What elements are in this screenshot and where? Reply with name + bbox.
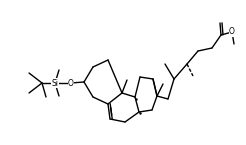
- Text: Si: Si: [51, 78, 59, 87]
- Text: O: O: [229, 28, 235, 37]
- Text: O: O: [68, 78, 74, 87]
